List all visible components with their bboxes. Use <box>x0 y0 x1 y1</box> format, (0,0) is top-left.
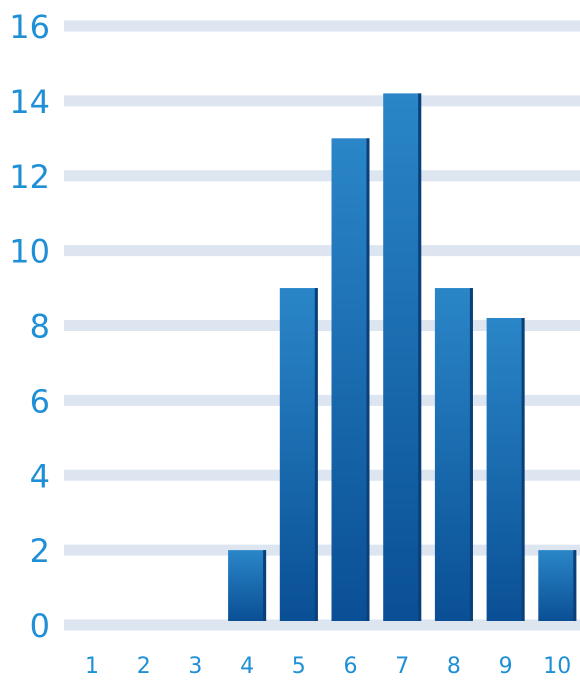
bar-5 <box>279 288 318 621</box>
gridline-4 <box>64 469 580 481</box>
x-tick-label: 6 <box>344 654 358 679</box>
grid-lines <box>64 20 580 631</box>
y-tick-label: 0 <box>30 607 50 645</box>
x-tick-label: 3 <box>188 654 202 679</box>
y-tick-label: 10 <box>9 233 50 271</box>
y-tick-label: 6 <box>30 382 50 420</box>
y-tick-label: 16 <box>9 8 50 46</box>
x-tick-label: 9 <box>499 654 513 679</box>
y-tick-label: 4 <box>30 457 50 495</box>
x-tick-label: 4 <box>240 654 254 679</box>
gridline-16 <box>64 20 580 32</box>
y-tick-label: 8 <box>30 308 50 346</box>
x-tick-label: 7 <box>395 654 409 679</box>
y-tick-label: 2 <box>30 532 50 570</box>
gridline-2 <box>64 544 580 556</box>
x-tick-label: 10 <box>543 654 571 679</box>
x-tick-label: 2 <box>137 654 151 679</box>
gridline-12 <box>64 170 580 182</box>
bar-9 <box>486 318 525 621</box>
gridline-10 <box>64 245 580 257</box>
x-axis: 1 2 3 4 5 6 7 8 9 10 <box>85 654 571 679</box>
bar-10 <box>538 550 577 621</box>
x-tick-label: 8 <box>447 654 461 679</box>
bar-8 <box>434 288 473 621</box>
gridline-0 <box>64 619 580 631</box>
x-tick-label: 1 <box>85 654 99 679</box>
bars <box>228 93 577 621</box>
gridline-8 <box>64 320 580 331</box>
gridline-6 <box>64 394 580 406</box>
bar-4 <box>228 550 267 621</box>
bar-7 <box>383 93 422 621</box>
bar-6 <box>331 138 370 621</box>
x-tick-label: 5 <box>292 654 306 679</box>
y-axis: 0 2 4 6 8 10 12 14 16 <box>9 8 50 645</box>
gridline-14 <box>64 95 580 107</box>
y-tick-label: 12 <box>9 158 50 196</box>
y-tick-label: 14 <box>9 83 50 121</box>
